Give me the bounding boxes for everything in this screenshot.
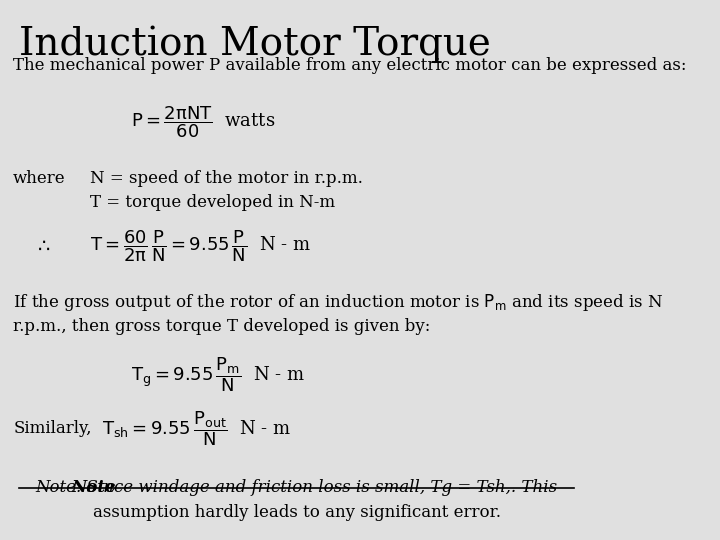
Text: where: where — [13, 170, 66, 187]
Text: $\therefore$: $\therefore$ — [34, 237, 51, 255]
Text: $\mathrm{T_g = 9.55\,\dfrac{P_m}{N}}$  N - m: $\mathrm{T_g = 9.55\,\dfrac{P_m}{N}}$ N … — [131, 355, 305, 394]
Text: Note: Note — [72, 479, 117, 496]
Text: Note. Since windage and friction loss is small, Tg = Tsh,. This: Note. Since windage and friction loss is… — [35, 479, 558, 496]
Text: $\mathrm{T = \dfrac{60}{2\pi}\,\dfrac{P}{N} = 9.55\,\dfrac{P}{N}}$  N - m: $\mathrm{T = \dfrac{60}{2\pi}\,\dfrac{P}… — [90, 228, 311, 264]
Text: $\mathrm{T_{sh} = 9.55\,\dfrac{P_{out}}{N}}$  N - m: $\mathrm{T_{sh} = 9.55\,\dfrac{P_{out}}{… — [102, 409, 291, 448]
Text: assumption hardly leads to any significant error.: assumption hardly leads to any significa… — [93, 504, 500, 521]
Text: If the gross output of the rotor of an induction motor is $\mathrm{P_m}$ and its: If the gross output of the rotor of an i… — [13, 292, 664, 313]
Text: The mechanical power P available from any electric motor can be expressed as:: The mechanical power P available from an… — [13, 57, 687, 75]
Text: Induction Motor Torque: Induction Motor Torque — [19, 25, 491, 63]
Text: r.p.m., then gross torque T developed is given by:: r.p.m., then gross torque T developed is… — [13, 318, 431, 335]
Text: T = torque developed in N-m: T = torque developed in N-m — [90, 194, 335, 211]
Text: N = speed of the motor in r.p.m.: N = speed of the motor in r.p.m. — [90, 170, 363, 187]
Text: Similarly,: Similarly, — [13, 420, 91, 437]
Text: $\mathrm{P = \dfrac{2\pi NT}{60}}$  watts: $\mathrm{P = \dfrac{2\pi NT}{60}}$ watts — [131, 104, 276, 140]
